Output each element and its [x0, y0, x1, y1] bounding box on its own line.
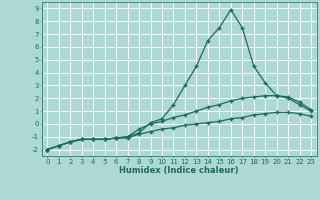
X-axis label: Humidex (Indice chaleur): Humidex (Indice chaleur) — [119, 166, 239, 175]
